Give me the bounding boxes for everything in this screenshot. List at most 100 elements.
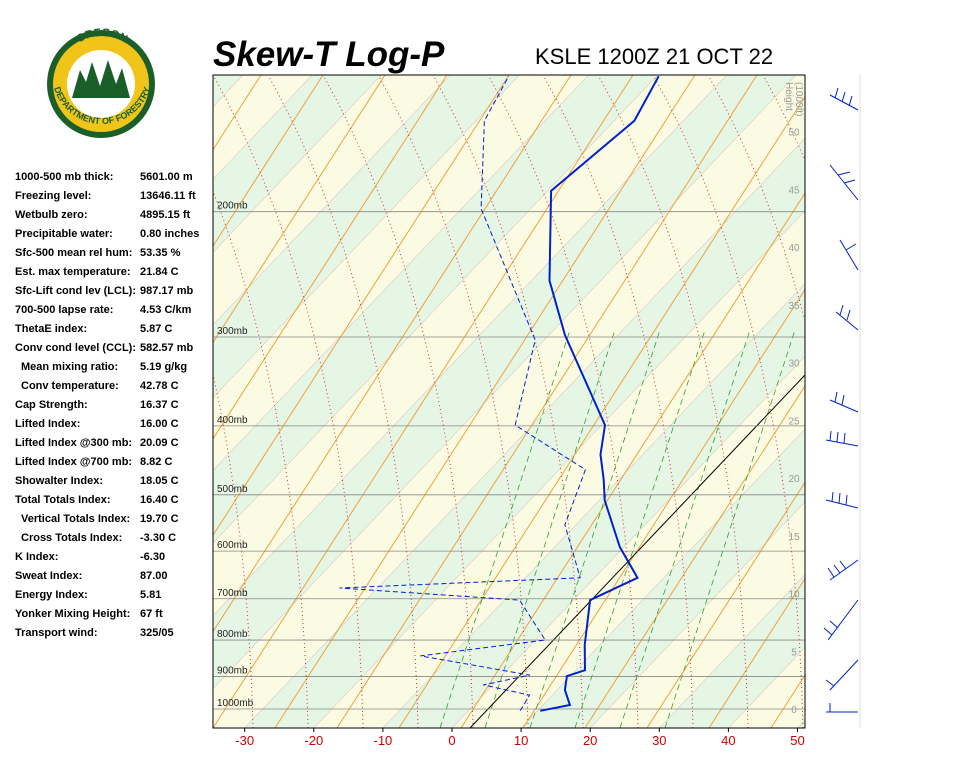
index-value: 20.09 C	[140, 437, 179, 449]
index-value: 13646.11 ft	[140, 190, 196, 202]
height-tick-label: 0	[791, 705, 797, 716]
index-label: Yonker Mixing Height:	[15, 608, 130, 620]
index-label: Lifted Index @700 mb:	[15, 456, 132, 468]
isotherm-band	[244, 137, 805, 728]
temperature-tick-label: 40	[721, 733, 735, 748]
pressure-label: 1000mb	[217, 698, 254, 709]
index-label: 1000-500 mb thick:	[15, 171, 113, 183]
index-label: Lifted Index:	[15, 418, 80, 430]
index-value: 87.00	[140, 570, 168, 582]
pressure-label: 500mb	[217, 484, 248, 495]
index-value: 16.40 C	[140, 494, 179, 506]
height-tick-label: 45	[788, 185, 800, 196]
dry-adiabat	[708, 577, 805, 728]
dry-adiabat	[833, 75, 960, 728]
index-label: Sfc-Lift cond lev (LCL):	[15, 285, 136, 297]
temperature-profile	[540, 75, 660, 712]
dewpoint-profile	[339, 75, 587, 712]
index-label: Cap Strength:	[15, 399, 88, 411]
height-tick-label: 25	[788, 416, 800, 427]
index-value: -6.30	[140, 551, 165, 563]
index-label: Sfc-500 mean rel hum:	[15, 247, 132, 259]
index-label: Conv cond level (CCL):	[15, 342, 136, 354]
index-value: 42.78 C	[140, 380, 179, 392]
isotherm-band	[313, 210, 805, 728]
dry-adiabat	[213, 75, 572, 633]
index-label: Vertical Totals Index:	[21, 513, 130, 525]
temperature-tick-label: 10	[514, 733, 528, 748]
index-label: Energy Index:	[15, 589, 88, 601]
dry-adiabat	[274, 75, 696, 728]
temperature-tick-label: 50	[790, 733, 804, 748]
isotherm-band	[213, 75, 805, 728]
index-value: 987.17 mb	[140, 285, 193, 297]
isotherm-band	[520, 428, 805, 728]
height-tick-label: 35	[788, 301, 800, 312]
index-value: 5.19 g/kg	[140, 361, 187, 373]
index-value: 582.57 mb	[140, 342, 193, 354]
index-value: 5.87 C	[140, 323, 172, 335]
index-value: 21.84 C	[140, 266, 179, 278]
labels: 200mb 300mb 400mb 500mb 600mb 700mb 800mb 900mb…	[217, 82, 804, 716]
dry-adiabat	[213, 75, 448, 440]
pressure-label: 600mb	[217, 540, 248, 551]
dry-adiabat	[398, 95, 805, 728]
dry-adiabat	[213, 75, 510, 537]
isotherm-band	[382, 283, 805, 728]
index-value: 5.81	[140, 589, 161, 601]
height-tick-label: 15	[788, 532, 800, 543]
title: Skew-T Log-P	[213, 35, 445, 74]
dry-adiabat	[460, 192, 805, 728]
height-tick-label: 10	[788, 590, 800, 601]
temperature-tick-label: -30	[235, 733, 254, 748]
temperature-tick-label: -20	[304, 733, 323, 748]
wind-barbs	[823, 75, 861, 728]
logo: OREGON DEPARTMENT OF FORESTRY	[47, 27, 155, 138]
dry-adiabat	[213, 75, 634, 728]
station: KSLE 1200Z 21 OCT 22	[535, 44, 773, 69]
index-label: Total Totals Index:	[15, 494, 111, 506]
dry-adiabat	[213, 75, 386, 344]
height-tick-label: 40	[788, 243, 800, 254]
pressure-label: 900mb	[217, 665, 248, 676]
index-value: 4895.15 ft	[140, 209, 190, 221]
pressure-label: 400mb	[217, 415, 248, 426]
index-label: Wetbulb zero:	[15, 209, 88, 221]
height-tick-label: 5	[791, 647, 797, 658]
index-label: K Index:	[15, 551, 58, 563]
index-value: 8.82 C	[140, 456, 172, 468]
logo-top: OREGON	[75, 27, 130, 46]
plot-frame	[212, 74, 806, 729]
index-label: Precipitable water:	[15, 228, 113, 240]
height-tick-label: 20	[788, 474, 800, 485]
index-label: Conv temperature:	[21, 380, 119, 392]
index-label: ThetaE index:	[15, 323, 87, 335]
index-value: 5601.00 m	[140, 171, 193, 183]
index-value: 67 ft	[140, 608, 163, 620]
index-value: -3.30 C	[140, 532, 176, 544]
index-value: 16.37 C	[140, 399, 179, 411]
height-tick-label: 50	[788, 128, 800, 139]
height-axis-label: Height	[783, 82, 794, 111]
index-label: Mean mixing ratio:	[21, 361, 118, 373]
temperature-tick-label: -10	[374, 733, 393, 748]
index-value: 4.53 C/km	[140, 304, 192, 316]
dry-adiabat	[895, 75, 960, 728]
temperature-tick-label: 0	[448, 733, 455, 748]
dry-adiabat	[584, 385, 805, 728]
index-label: Lifted Index @300 mb:	[15, 437, 132, 449]
isotherm-band	[797, 719, 805, 728]
isotherm-band	[451, 356, 805, 728]
dry-adiabat	[646, 481, 805, 728]
logo-top-text: OREGON	[75, 27, 130, 46]
index-label: Est. max temperature:	[15, 266, 131, 278]
isotherm-band	[659, 574, 805, 728]
height-tick-label: 30	[788, 359, 800, 370]
index-value: 19.70 C	[140, 513, 179, 525]
index-label: Sweat Index:	[15, 570, 82, 582]
pressure-label: 200mb	[217, 201, 248, 212]
temperature-tick-label: 30	[652, 733, 666, 748]
pressure-label: 300mb	[217, 326, 248, 337]
index-label: Cross Totals Index:	[21, 532, 122, 544]
